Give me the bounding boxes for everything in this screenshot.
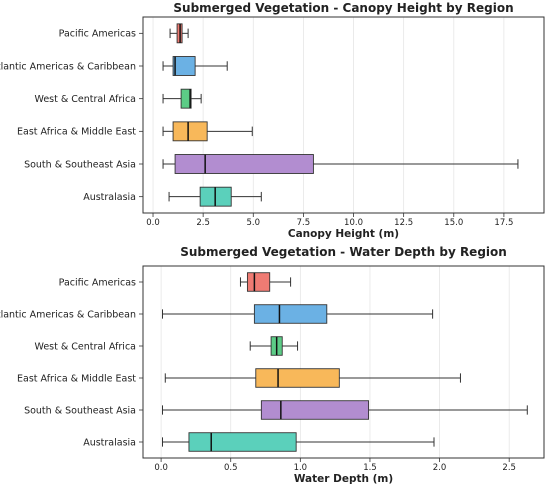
iqr-box: [255, 368, 340, 388]
category-label: Pacific Americas: [59, 29, 136, 40]
box-east-africa-middle-east: [162, 121, 253, 142]
box-west-central-africa: [249, 336, 299, 356]
box-east-africa-middle-east: [164, 368, 461, 388]
iqr-box: [172, 121, 208, 142]
chart-panel-2: Submerged Vegetation - Water Depth by Re…: [0, 245, 545, 485]
xtick-label: 0.0: [146, 218, 160, 228]
chart-title: Submerged Vegetation - Water Depth by Re…: [180, 245, 507, 259]
xtick-label: 2.5: [502, 463, 516, 473]
xtick-label: 15.0: [444, 218, 463, 228]
box-pacific-americas: [169, 23, 189, 44]
xtick-label: 0.5: [224, 463, 238, 473]
iqr-box: [260, 400, 370, 420]
box-atlantic-americas-caribbean: [162, 56, 228, 76]
xtick-label: 1.5: [363, 463, 377, 473]
category-label: Atlantic Americas & Caribbean: [0, 309, 136, 320]
category-label: West & Central Africa: [34, 94, 136, 105]
box-pacific-americas: [239, 272, 292, 292]
x-axis-label: Canopy Height (m): [288, 228, 399, 240]
box-south-southeast-asia: [161, 400, 528, 420]
xtick-label: 2.0: [433, 463, 447, 473]
xtick-label: 5.0: [247, 218, 261, 228]
xtick-label: 17.5: [494, 218, 513, 228]
iqr-box: [172, 56, 196, 76]
chart-panel-1: Submerged Vegetation - Canopy Height by …: [0, 1, 545, 240]
iqr-box: [253, 304, 328, 324]
box-south-southeast-asia: [162, 154, 519, 174]
iqr-box: [246, 272, 271, 292]
plot-frame: [142, 16, 545, 214]
category-label: Australasia: [83, 192, 136, 203]
iqr-box: [188, 432, 297, 452]
category-label: Atlantic Americas & Caribbean: [0, 61, 136, 72]
plot-frame: [142, 265, 545, 459]
x-axis-label: Water Depth (m): [294, 473, 393, 485]
xtick-label: 2.5: [196, 218, 210, 228]
xtick-label: 0.0: [154, 463, 168, 473]
category-label: East Africa & Middle East: [17, 127, 136, 138]
category-label: Pacific Americas: [59, 277, 136, 288]
category-label: South & Southeast Asia: [24, 159, 136, 170]
iqr-box: [180, 88, 192, 109]
xtick-label: 12.5: [394, 218, 413, 228]
category-label: Australasia: [83, 437, 136, 448]
xtick-label: 1.0: [294, 463, 308, 473]
category-label: East Africa & Middle East: [17, 373, 136, 384]
xtick-label: 7.5: [297, 218, 311, 228]
iqr-box: [174, 154, 314, 174]
chart-title: Submerged Vegetation - Canopy Height by …: [173, 1, 513, 15]
box-australasia: [161, 432, 435, 452]
box-west-central-africa: [162, 88, 202, 109]
category-label: West & Central Africa: [34, 341, 136, 352]
xtick-label: 10.0: [344, 218, 363, 228]
category-label: South & Southeast Asia: [24, 405, 136, 416]
box-atlantic-americas-caribbean: [161, 304, 434, 324]
box-australasia: [168, 186, 262, 207]
